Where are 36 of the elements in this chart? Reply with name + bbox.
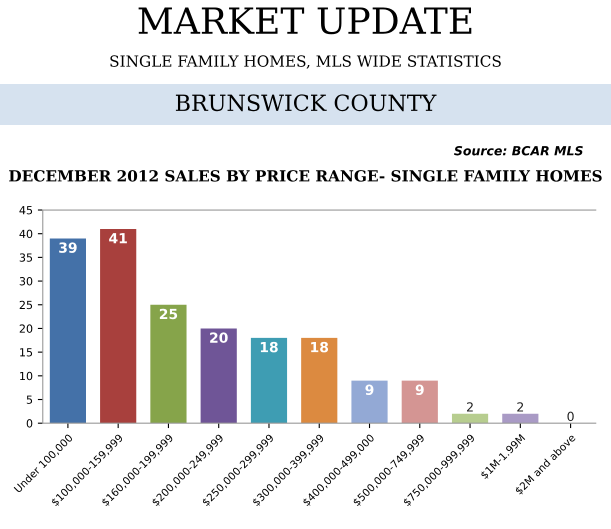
- source-note: Source: BCAR MLS: [454, 146, 583, 156]
- data-label: 25: [160, 308, 178, 320]
- bar: [50, 238, 86, 424]
- y-tick-label: 35: [20, 253, 32, 262]
- y-tick-label: 15: [20, 348, 32, 357]
- bar: [250, 338, 288, 424]
- data-label: 9: [365, 384, 374, 396]
- bar: [351, 380, 388, 424]
- data-label: 39: [59, 242, 77, 253]
- y-tick-label: 40: [19, 230, 32, 238]
- y-tick-label: 25: [20, 300, 32, 310]
- bar: [301, 338, 338, 424]
- chart-title: MARKET UPDATE: [138, 7, 472, 34]
- data-label: 18: [260, 342, 278, 352]
- data-label: 41: [109, 233, 127, 244]
- y-tick-label: 45: [19, 206, 32, 214]
- data-label: 20: [210, 332, 228, 343]
- data-label: 9: [416, 384, 424, 396]
- y-tick-label: 10: [20, 372, 32, 380]
- y-tick-label: 20: [20, 324, 32, 333]
- text: BRUNSWICK COUNTY: [176, 94, 437, 112]
- data-label: 2: [466, 402, 473, 412]
- chart-subtitle: SINGLE FAMILY HOMES, MLS WIDE STATISTICS: [110, 55, 501, 69]
- data-label: 2: [517, 402, 524, 412]
- bar: [452, 414, 488, 424]
- bar: [502, 414, 538, 424]
- bar: [100, 228, 136, 424]
- bar: [402, 380, 438, 424]
- y-tick-label: 30: [20, 277, 32, 286]
- text: DECEMBER 2012 SALES BY PRICE RANGE- SINGLE FAMILY HOMES: [9, 170, 602, 182]
- y-tick-label: 5: [26, 396, 32, 404]
- data-label: 0: [567, 412, 574, 422]
- data-label: 18: [311, 342, 328, 352]
- bar: [200, 328, 237, 424]
- y-tick-label: 0: [26, 419, 32, 428]
- bar: [150, 304, 187, 424]
